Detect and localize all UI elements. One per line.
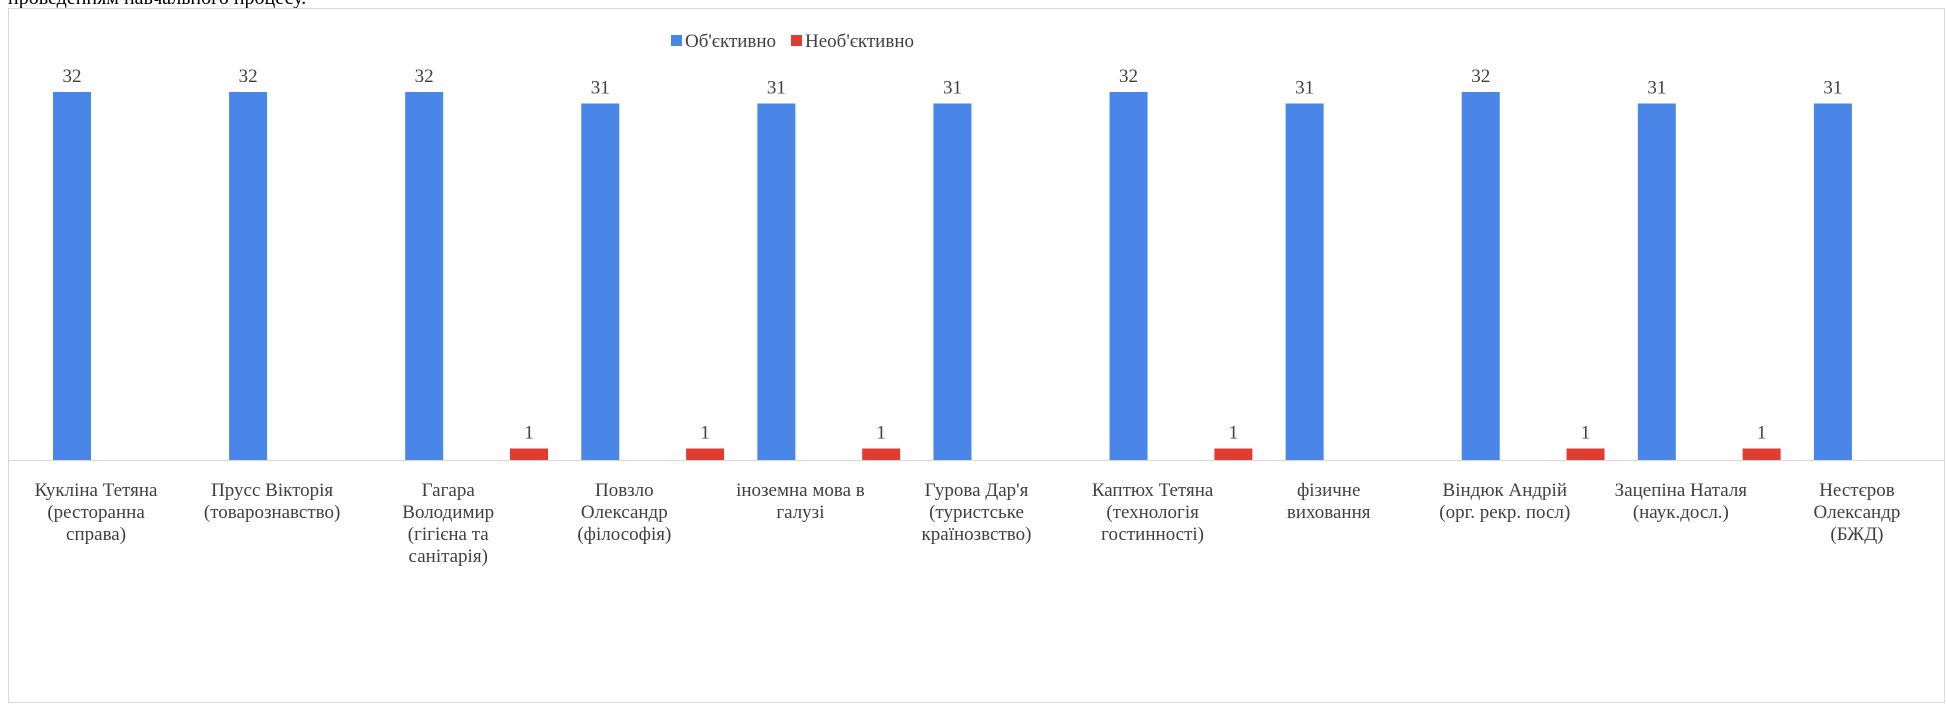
data-label-not-objective-11: 1 (1757, 423, 1767, 444)
category-label-line: справа) (66, 524, 126, 545)
category-label-line: Повзло (595, 480, 654, 501)
data-label-objective-6: 31 (943, 78, 962, 99)
data-label-objective-5: 31 (767, 78, 786, 99)
legend-label-2: Необ'єктивно (805, 31, 914, 52)
category-label-line: (гігієна та (408, 524, 490, 545)
data-labels: 32 32 32 31 1 31 1 31 1 32 31 1 32 31 1 31 1 (63, 66, 1843, 444)
category-label-line: Володимир (402, 502, 494, 523)
chart-frame (8, 8, 1945, 703)
category-label-10: Зацепіна Наталя (наук.досл.) (1615, 480, 1748, 523)
category-label-7: Каптюх Тетяна (технологія гостинності) (1092, 480, 1214, 545)
data-label-objective-2: 32 (239, 66, 258, 87)
category-labels: Кукліна Тетяна (ресторанна справа) Прусс Ві… (35, 480, 1901, 567)
data-label-not-objective-8: 1 (1229, 423, 1239, 444)
data-label-not-objective-5: 1 (700, 423, 710, 444)
data-label-objective-4: 31 (591, 78, 610, 99)
data-label-objective-9: 32 (1471, 66, 1490, 87)
category-label-line: Гагара (422, 480, 476, 501)
legend-swatch-1 (671, 35, 682, 46)
category-label-line: санітарія) (409, 546, 488, 567)
category-label-2: Прусс Вікторія (товарознавство) (204, 480, 340, 523)
category-label-line: (туристське (929, 502, 1024, 523)
category-label-line: Віндюк Андрій (1443, 480, 1567, 501)
bar-objective-8 (1285, 103, 1324, 460)
legend-swatch-2 (791, 35, 802, 46)
bar-not-objective-4 (510, 448, 548, 460)
bar-objective-9 (1461, 92, 1500, 460)
legend-label-1: Об'єктивно (685, 31, 776, 52)
category-label-line: (орг. рекр. посл) (1439, 502, 1570, 523)
page-top-text: проведенням навчального процесу. (8, 0, 306, 10)
data-label-objective-8: 31 (1295, 78, 1314, 99)
category-label-line: Зацепіна Наталя (1615, 480, 1748, 501)
data-label-not-objective-10: 1 (1581, 423, 1591, 444)
bar-objective-7 (1109, 92, 1148, 460)
category-label-6: Гурова Дар'я (туристське країнозвство) (922, 480, 1032, 545)
category-label-5: іноземна мова в галузі (736, 480, 865, 523)
bar-objective-6 (933, 103, 972, 460)
category-label-line: Прусс Вікторія (211, 480, 333, 501)
category-label-line: (філософія) (577, 524, 671, 545)
category-label-line: країнозвство) (922, 524, 1032, 545)
category-label-line: Нестєров (1819, 480, 1895, 501)
category-label-line: іноземна мова в (736, 480, 865, 501)
category-label-line: (технологія (1106, 502, 1199, 523)
category-label-line: Олександр (1814, 502, 1901, 523)
category-label-line: (БЖД) (1830, 524, 1883, 545)
category-label-3: Гагара Володимир (гігієна та санітарія) (402, 480, 494, 567)
data-label-not-objective-6: 1 (876, 423, 886, 444)
bar-objective-11 (1813, 103, 1852, 460)
bar-objective-5 (757, 103, 796, 460)
category-label-line: фізичне (1297, 480, 1360, 501)
legend: Об'єктивно Необ'єктивно (671, 31, 914, 52)
data-label-objective-7: 32 (1119, 66, 1138, 87)
bar-objective-1 (53, 92, 91, 460)
bar-objective-3 (405, 92, 444, 460)
data-label-objective-3: 32 (415, 66, 434, 87)
category-label-line: Каптюх Тетяна (1092, 480, 1214, 501)
bar-not-objective-11 (1742, 448, 1781, 460)
bar-not-objective-5 (686, 448, 725, 460)
category-label-11: Нестєров Олександр (БЖД) (1814, 480, 1901, 545)
data-label-not-objective-4: 1 (524, 423, 534, 444)
category-label-line: виховання (1287, 502, 1371, 523)
bar-objective-2 (229, 92, 268, 460)
category-label-line: (ресторанна (47, 502, 145, 523)
bar-not-objective-10 (1566, 448, 1605, 460)
category-label-1: Кукліна Тетяна (ресторанна справа) (35, 480, 158, 545)
bar-not-objective-8 (1214, 448, 1253, 460)
category-label-4: Повзло Олександр (філософія) (577, 480, 671, 545)
category-label-line: галузі (776, 502, 824, 523)
category-label-line: Кукліна Тетяна (35, 480, 158, 501)
category-label-9: Віндюк Андрій (орг. рекр. посл) (1439, 480, 1570, 523)
data-label-objective-1: 32 (63, 66, 82, 87)
bars (53, 92, 1852, 460)
data-label-objective-11: 31 (1823, 78, 1842, 99)
data-label-objective-10: 31 (1647, 78, 1666, 99)
category-label-line: Гурова Дар'я (925, 480, 1029, 501)
category-label-line: Олександр (581, 502, 668, 523)
category-label-line: гостинності) (1101, 524, 1204, 545)
category-label-8: фізичне виховання (1287, 480, 1371, 523)
category-label-line: (товарознавство) (204, 502, 340, 523)
bar-not-objective-6 (862, 448, 901, 460)
bar-objective-10 (1637, 103, 1676, 460)
bar-objective-4 (581, 103, 620, 460)
category-label-line: (наук.досл.) (1633, 502, 1729, 523)
